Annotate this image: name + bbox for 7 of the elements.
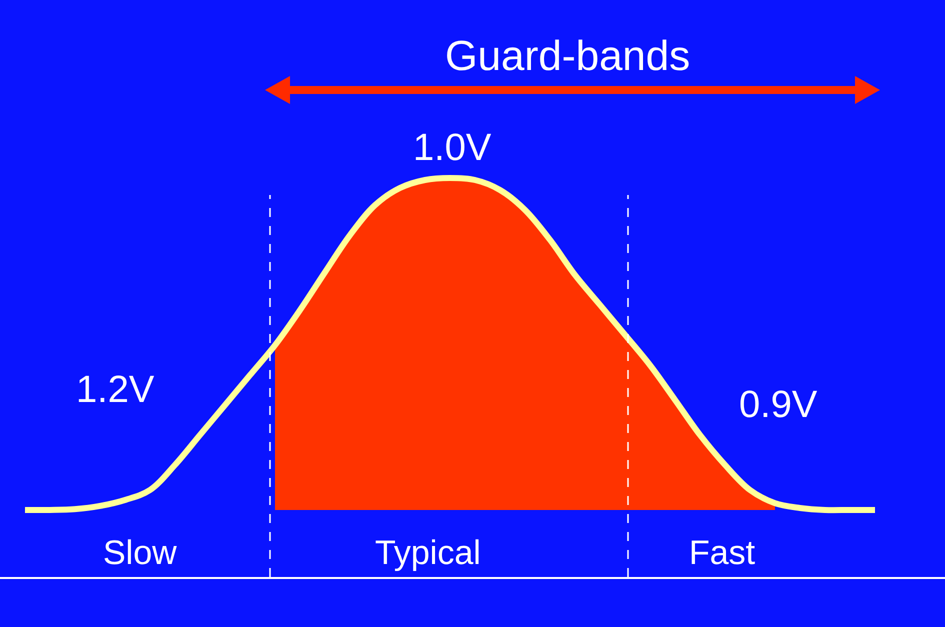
annotation: Typical [375,534,481,572]
annotation: Slow [103,534,178,572]
annotation: 1.2V [76,369,155,411]
annotation: 0.9V [739,384,818,426]
text: 1.0V [413,127,492,169]
text: Guard-bands [445,32,690,79]
annotation: Fast [689,534,756,572]
